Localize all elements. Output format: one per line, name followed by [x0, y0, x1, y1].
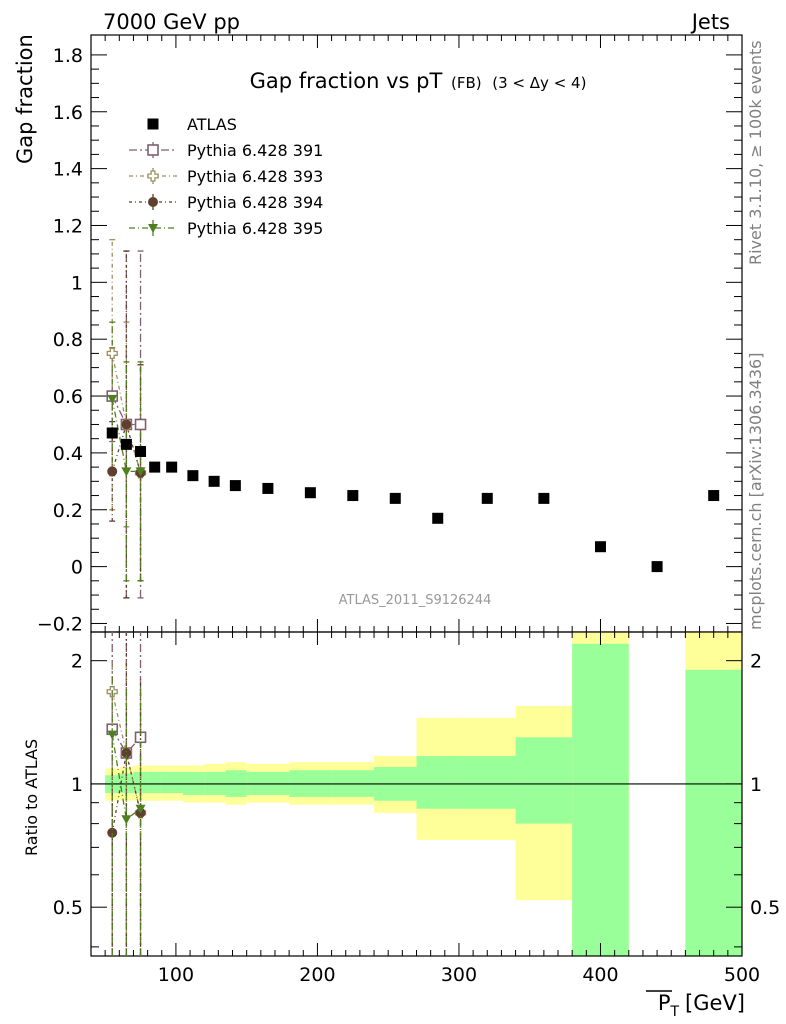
ratio-pythia-point: [121, 815, 132, 825]
atlas-data-point: [594, 541, 606, 553]
ratio-band-inner: [572, 643, 629, 956]
ratio-pythia-point: [107, 827, 118, 838]
atlas-data-point: [481, 492, 493, 504]
legend-marker: [147, 144, 159, 156]
ratio-band-inner: [515, 737, 573, 824]
main-y-tick-label: −0.2: [37, 613, 83, 635]
atlas-data-point: [106, 427, 118, 439]
ratio-y-tick-label-right: 1: [750, 774, 762, 796]
legend-label: ATLAS: [187, 115, 237, 134]
x-axis-label-main: P: [658, 991, 671, 1015]
main-y-tick-label: 1.2: [53, 215, 83, 237]
atlas-data-point: [149, 461, 161, 473]
legend-label: Pythia 6.428 395: [187, 219, 323, 238]
ratio-pythia-point: [107, 730, 118, 740]
ratio-y-tick-label-left: 1: [71, 774, 83, 796]
header-right-label: Jets: [690, 10, 730, 34]
pythia-data-point: [121, 419, 132, 430]
ratio-y-tick-label-left: 0.5: [53, 897, 83, 919]
legend-marker: [148, 224, 158, 233]
pythia-data-point: [106, 347, 118, 360]
x-tick-label: 200: [299, 964, 335, 986]
main-y-axis-label: Gap fraction: [13, 34, 37, 164]
pythia-data-point: [121, 467, 132, 477]
ratio-y-axis-label: Ratio to ATLAS: [22, 739, 41, 856]
legend-marker: [147, 118, 159, 130]
atlas-data-point: [166, 461, 178, 473]
ratio-band-inner: [458, 756, 516, 809]
x-axis-label: PT [GeV]: [658, 991, 745, 1020]
ratio-pythia-point: [121, 748, 132, 759]
main-y-tick-label: 0.6: [53, 386, 83, 408]
main-y-tick-label: 0.8: [53, 329, 83, 351]
main-plot-title-range: (3 < Δy < 4): [492, 74, 586, 92]
main-y-tick-label: 1: [71, 272, 83, 294]
main-plot-title-sub: (FB): [451, 74, 482, 92]
atlas-data-point: [304, 487, 316, 499]
x-tick-label: 300: [441, 964, 477, 986]
atlas-data-point: [708, 490, 720, 502]
main-y-tick-label: 1.4: [53, 159, 83, 181]
legend-marker: [147, 170, 159, 182]
legend-label: Pythia 6.428 391: [187, 141, 323, 160]
main-y-tick-label: 1.6: [53, 102, 83, 124]
side-label-mcplots: mcplots.cern.ch [arXiv:1306.3436]: [746, 353, 765, 630]
atlas-data-point: [262, 482, 274, 494]
ratio-pythia-point: [135, 804, 146, 814]
main-y-tick-label: 0.2: [53, 500, 83, 522]
legend-label: Pythia 6.428 394: [187, 193, 323, 212]
main-plot: −0.2 0 0.2 0.4 0.6 0.8 1 1.2 1.4 1.6 1.8: [37, 34, 743, 635]
ratio-y-tick-label-right: 0.5: [750, 897, 780, 919]
legend-label: Pythia 6.428 393: [187, 167, 323, 186]
main-y-tick-label: 0: [71, 557, 83, 579]
ratio-pythia-line: [111, 734, 141, 821]
pythia-data-point: [107, 394, 118, 404]
ratio-band-inner: [685, 669, 742, 956]
pythia-data-point: [107, 466, 118, 477]
pythia-data-point: [134, 418, 147, 431]
main-plot-title-text: Gap fraction vs pT: [250, 69, 443, 93]
analysis-watermark: ATLAS_2011_S9126244: [339, 593, 492, 608]
atlas-data-point: [347, 490, 359, 502]
ratio-y-tick-label-right: 2: [750, 651, 762, 673]
atlas-data-point: [538, 492, 550, 504]
atlas-data-point: [120, 438, 132, 450]
x-tick-label: 500: [724, 964, 760, 986]
atlas-data-point: [135, 445, 147, 457]
main-y-tick-label: 1.8: [53, 45, 83, 67]
ratio-band-inner: [416, 756, 459, 809]
atlas-data-point: [651, 561, 663, 573]
main-plot-title: Gap fraction vs pT (FB) (3 < Δy < 4): [250, 69, 587, 93]
x-tick-label: 400: [582, 964, 618, 986]
ratio-y-tick-label-left: 2: [71, 651, 83, 673]
ratio-band-inner: [147, 771, 162, 794]
legend: ATLAS Pythia 6.428 391 Pythia 6.428 393 Pyt…: [129, 115, 323, 238]
ratio-plot: 0.5 0.5 1 1 2 2 100 200 300 400 500: [53, 631, 780, 986]
x-tick-label: 100: [158, 964, 194, 986]
side-label-rivet: Rivet 3.1.10, ≥ 100k events: [746, 40, 765, 265]
x-axis-label-sub: T: [669, 1004, 679, 1020]
legend-marker: [148, 197, 158, 207]
x-axis-label-unit: [GeV]: [685, 991, 745, 1015]
atlas-data-point: [229, 480, 241, 492]
atlas-data-point: [432, 512, 444, 524]
atlas-data-point: [187, 470, 199, 482]
main-y-tick-label: 0.4: [53, 443, 83, 465]
atlas-data-point: [208, 475, 220, 487]
ratio-band-inner: [161, 771, 183, 794]
pythia-data-point: [135, 467, 146, 477]
header-left-label: 7000 GeV pp: [103, 10, 240, 34]
atlas-data-point: [389, 492, 401, 504]
